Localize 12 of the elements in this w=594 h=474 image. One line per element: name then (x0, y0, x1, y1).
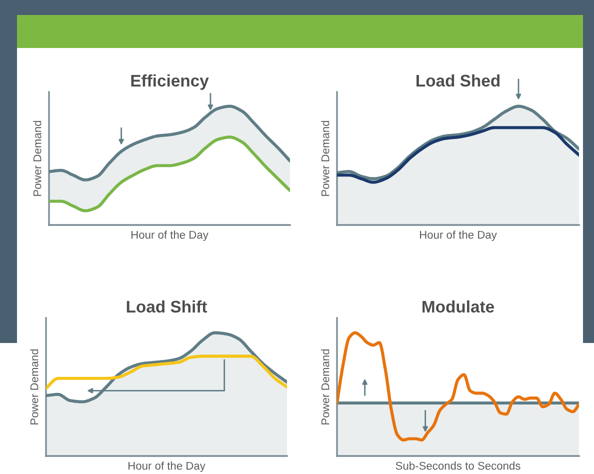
y-axis-title: Power Demand (33, 120, 42, 196)
chart-title: Modulate (422, 300, 494, 313)
chart-title: Efficiency (131, 74, 209, 90)
x-axis-title: Hour of the Day (420, 230, 497, 241)
y-axis-title: Power Demand (321, 349, 330, 424)
chart-title: Load Shift (126, 300, 208, 313)
y-axis-title: Power Demand (321, 120, 330, 196)
x-axis-title: Sub-Seconds to Seconds (396, 462, 520, 470)
x-axis-title: Hour of the Day (132, 230, 208, 241)
y-axis-title: Power Demand (30, 349, 38, 424)
chart-title: Load Shed (416, 74, 500, 87)
x-axis-title: Hour of the Day (128, 462, 206, 472)
